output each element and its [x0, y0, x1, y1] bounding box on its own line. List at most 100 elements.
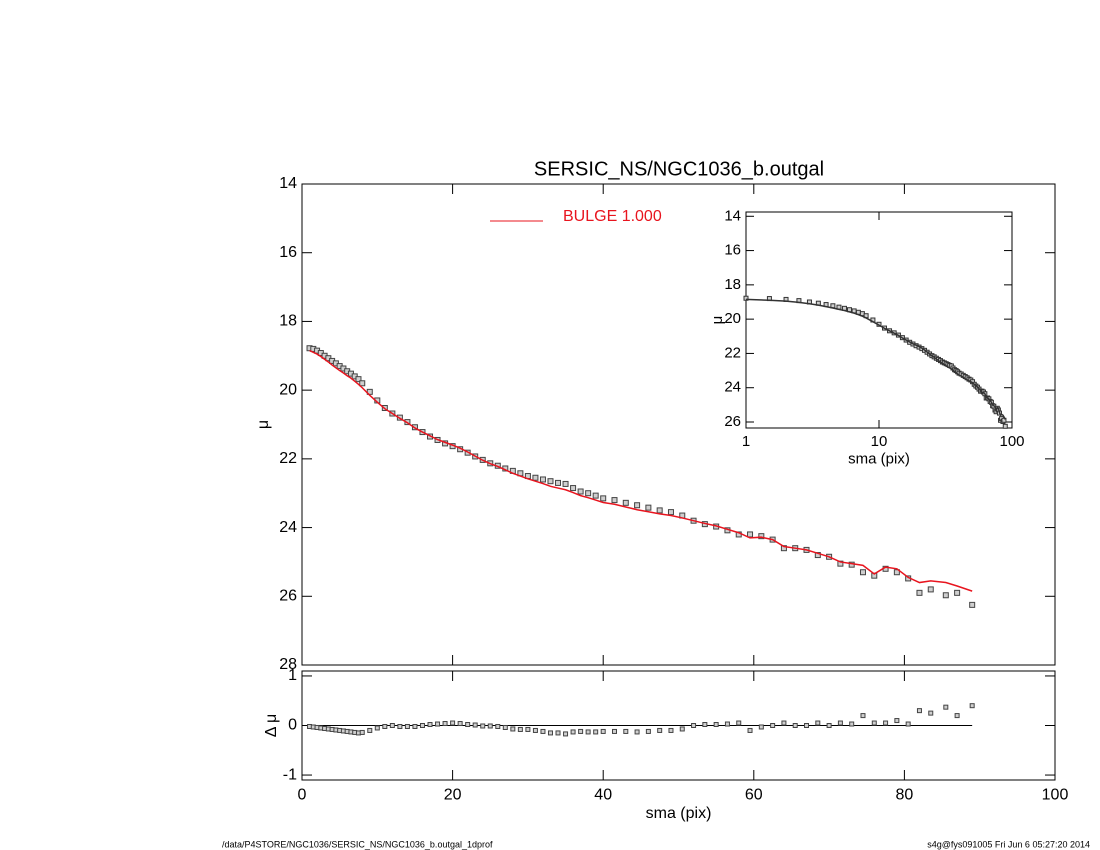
data-point	[883, 720, 889, 726]
y-tick-label: 1	[288, 667, 297, 684]
data-point	[540, 728, 546, 734]
data-point	[374, 725, 380, 731]
y-tick-label: 20	[279, 381, 297, 398]
y-tick-label: 16	[279, 244, 297, 261]
data-point	[611, 497, 618, 504]
data-point	[623, 728, 629, 734]
data-point	[792, 723, 798, 728]
data-point	[442, 721, 448, 727]
x-tick-label: 10	[871, 433, 888, 450]
data-point	[657, 727, 663, 733]
data-point	[419, 723, 425, 728]
data-point	[969, 703, 975, 709]
y-tick-label: 24	[724, 379, 741, 396]
data-point	[570, 729, 576, 735]
data-point	[547, 478, 554, 485]
data-point	[954, 589, 961, 596]
data-point	[837, 720, 843, 726]
data-point	[480, 723, 486, 729]
data-point	[713, 722, 719, 728]
data-point	[555, 730, 561, 736]
data-point	[525, 726, 531, 732]
x-tick-label: 60	[745, 786, 763, 803]
y-tick-label: 18	[279, 313, 297, 330]
data-point	[634, 729, 640, 735]
data-point	[592, 492, 599, 499]
x-tick-label: 100	[1042, 786, 1069, 803]
x-tick-label: 40	[594, 786, 612, 803]
data-point	[450, 720, 456, 726]
data-point	[860, 713, 866, 719]
data-point	[826, 723, 832, 728]
data-point	[969, 601, 976, 608]
model-line	[745, 298, 1006, 420]
data-point	[758, 533, 765, 540]
data-point	[679, 726, 685, 732]
data-point	[691, 723, 697, 728]
x-axis-label: sma (pix)	[848, 450, 910, 467]
data-point	[804, 723, 810, 728]
data-point	[916, 708, 922, 714]
data-point	[905, 721, 911, 727]
data-point	[502, 724, 508, 730]
data-point	[747, 531, 754, 538]
data-point	[928, 710, 934, 716]
footer-right: s4g@fys091005 Fri Jun 6 05:27:20 2014	[927, 839, 1090, 849]
y-axis-label: μ	[255, 420, 272, 429]
data-point	[667, 509, 674, 516]
data-point	[871, 720, 877, 726]
data-point	[367, 727, 373, 733]
data-point	[593, 729, 599, 735]
data-point	[532, 474, 539, 481]
data-point	[359, 729, 365, 735]
x-tick-label: 100	[999, 433, 1024, 450]
x-tick-label: 20	[444, 786, 462, 803]
data-point	[495, 723, 501, 729]
data-point	[547, 730, 553, 736]
data-point	[927, 586, 934, 593]
y-tick-label: 20	[724, 310, 741, 327]
data-point	[894, 718, 900, 724]
y-axis-label: μ	[709, 316, 726, 325]
data-point	[1002, 423, 1008, 429]
y-tick-label: 0	[288, 717, 297, 734]
data-point	[457, 721, 463, 727]
data-point	[412, 723, 418, 729]
data-point	[555, 479, 562, 486]
y-tick-label: 26	[724, 413, 741, 430]
y-tick-label: 22	[724, 344, 741, 361]
y-tick-label: 14	[279, 175, 297, 192]
data-point	[849, 721, 855, 727]
data-point	[487, 723, 493, 729]
data-point	[585, 490, 592, 497]
y-tick-label: 24	[279, 519, 297, 536]
y-tick-label: 26	[279, 588, 297, 605]
data-point	[815, 720, 821, 726]
data-point	[382, 723, 388, 729]
data-point	[465, 722, 471, 728]
y-tick-label: 16	[724, 242, 741, 259]
y-tick-label: -1	[283, 766, 297, 783]
data-point	[600, 728, 606, 734]
y-tick-label: 28	[279, 656, 297, 673]
data-point	[510, 726, 516, 732]
y-tick-label: 14	[724, 207, 741, 224]
data-point	[668, 727, 674, 733]
data-point	[942, 592, 949, 599]
x-axis-label: sma (pix)	[646, 805, 712, 822]
data-point	[736, 720, 742, 726]
y-axis-label: Δ μ	[263, 714, 280, 737]
plot-frame	[301, 183, 1056, 666]
data-point	[781, 720, 787, 726]
data-point	[770, 723, 776, 728]
data-point	[359, 380, 366, 387]
data-point	[747, 727, 753, 733]
data-point	[578, 728, 584, 734]
data-point	[472, 722, 478, 728]
y-tick-label: 18	[724, 276, 741, 293]
data-point	[622, 499, 629, 506]
data-point	[577, 488, 584, 495]
plot-frame	[745, 211, 1013, 429]
data-point	[563, 731, 569, 737]
data-point	[355, 376, 362, 383]
